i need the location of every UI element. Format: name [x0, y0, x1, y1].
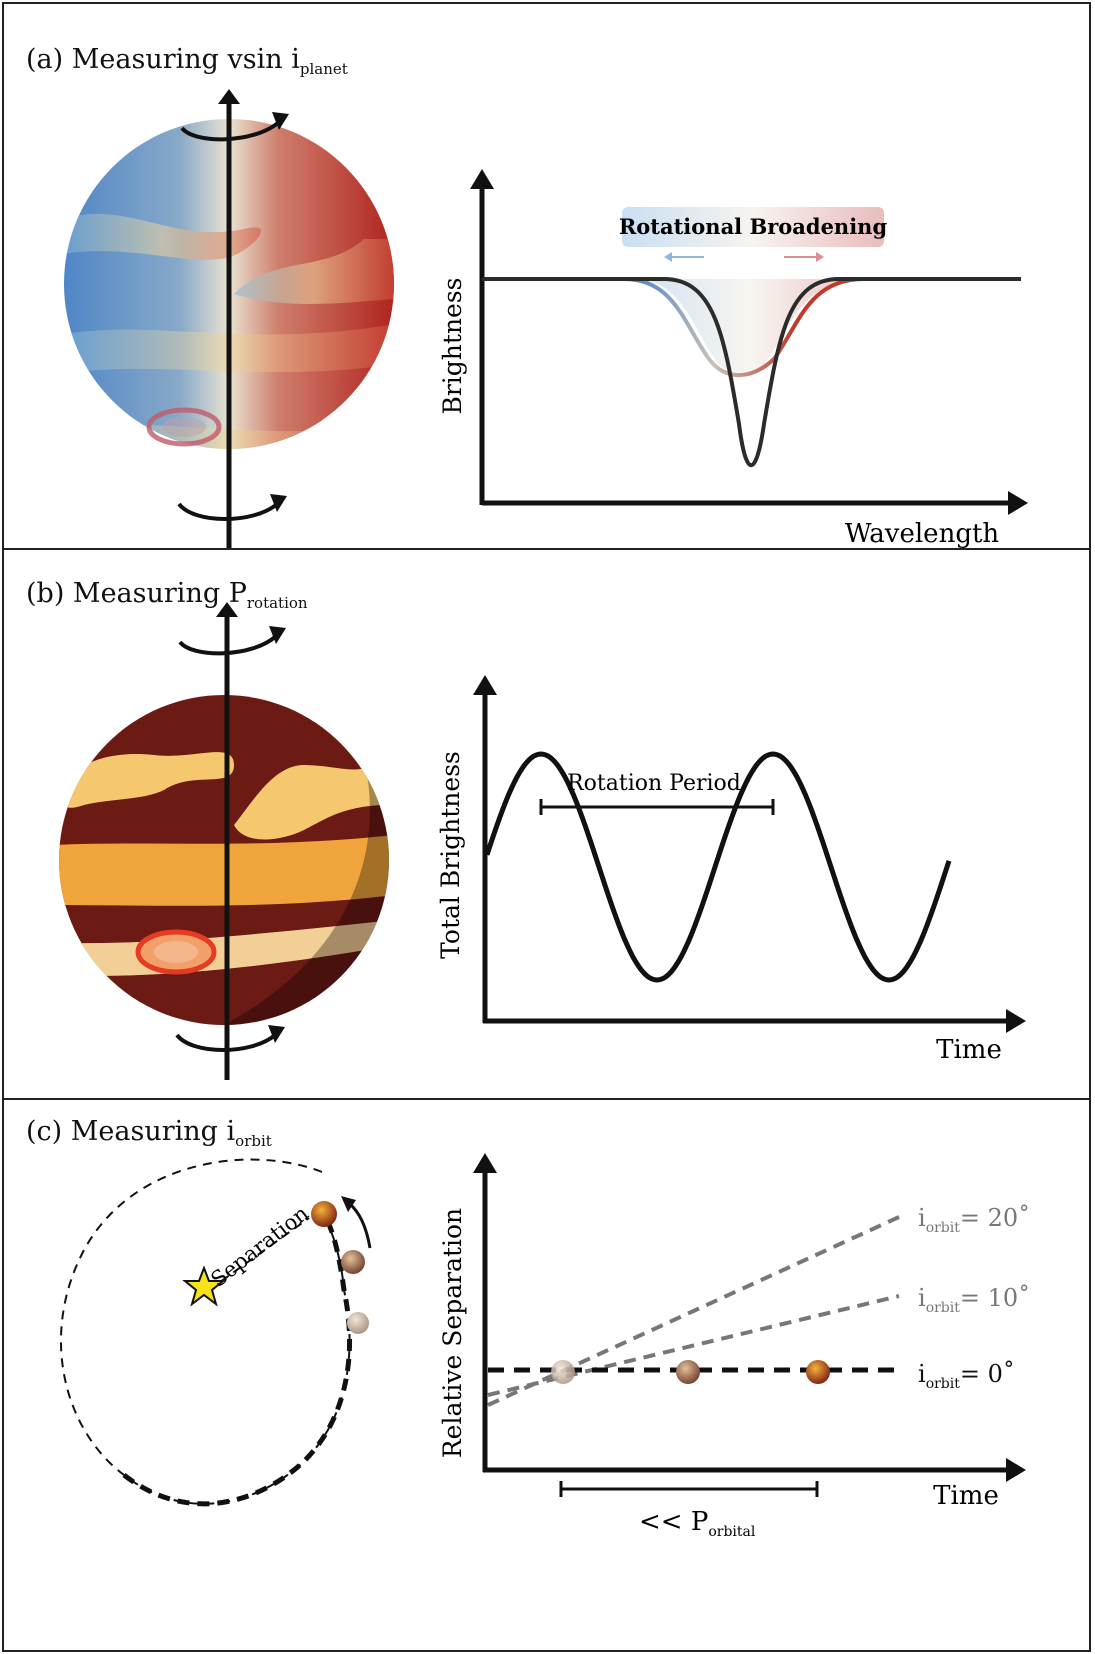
line-inclination-20	[487, 1215, 900, 1407]
panel-b: (b) Measuring Protation	[2, 548, 1091, 1100]
planet-position-1-icon	[311, 1201, 337, 1227]
broadened-line	[482, 277, 1021, 378]
rotation-axis-a	[177, 89, 289, 549]
planet-position-2-icon	[341, 1250, 365, 1274]
lightcurve-x-label: Time	[936, 1035, 1002, 1065]
planet-b-banded	[59, 695, 389, 1025]
broadening-label: Rotational Broadening	[619, 214, 888, 239]
label-inclination-0: iorbit= 0˚	[918, 1360, 1015, 1392]
rotation-arrow-bottom-b-icon	[175, 1033, 277, 1052]
rotation-lightcurve	[484, 751, 952, 983]
spectrum-x-label: Wavelength	[845, 519, 1000, 549]
star-icon	[182, 1265, 226, 1307]
panel-b-figure: Rotation Period Total Brightness Time	[59, 602, 1026, 1080]
panel-a-title: (a) Measuring vsin iplanet	[26, 44, 348, 78]
label-inclination-20: iorbit= 20˚	[918, 1204, 1030, 1236]
panel-a: (a) Measuring vsin iplanet	[2, 2, 1091, 550]
orbital-period-label: << Porbital	[639, 1507, 756, 1540]
orbit-direction-arrow-icon	[347, 1201, 372, 1249]
panel-b-title: (b) Measuring Protation	[26, 578, 308, 612]
planet-b-shadow	[214, 695, 389, 1025]
orbit-diagram: Separation	[59, 1158, 372, 1507]
label-inclination-10: iorbit= 10˚	[918, 1284, 1030, 1316]
broadening-fill	[634, 279, 864, 376]
separation-y-label: Relative Separation	[438, 1208, 467, 1458]
lightcurve-plot	[473, 675, 1026, 1033]
spectrum-y-label: Brightness	[438, 277, 467, 414]
rotation-period-label: Rotation Period	[567, 771, 741, 796]
panel-c-figure: Separation iorbit= 20˚ iorbit= 10˚ iorbi…	[59, 1153, 1030, 1540]
plot-planet-1-icon	[551, 1360, 575, 1384]
panel-c-title: (c) Measuring iorbit	[26, 1116, 272, 1150]
separation-label: Separation	[206, 1201, 313, 1292]
spectrum-plot	[470, 169, 1028, 515]
separation-plot	[473, 1153, 1026, 1497]
rotation-arrow-bottom-icon	[177, 502, 279, 521]
observed-arc	[122, 1213, 353, 1507]
rotation-arrow-top-icon	[180, 120, 281, 142]
orbit-path	[59, 1158, 351, 1505]
plot-planet-3-icon	[806, 1360, 830, 1384]
planet-position-3-icon	[347, 1312, 369, 1334]
lightcurve-y-label: Total Brightness	[436, 751, 465, 959]
plot-planet-2-icon	[676, 1360, 700, 1384]
broadening-label-box	[622, 207, 884, 247]
separation-x-label: Time	[933, 1481, 999, 1511]
separation-line	[208, 1217, 310, 1291]
narrow-line	[482, 277, 1021, 468]
rotation-arrow-top-b-icon	[178, 634, 278, 656]
panel-c: (c) Measuring iorbit Separatio	[2, 1098, 1091, 1652]
rotation-axis-b	[175, 602, 286, 1080]
panel-a-figure: Rotational Broadening Brightness Wavelen…	[64, 89, 1028, 549]
